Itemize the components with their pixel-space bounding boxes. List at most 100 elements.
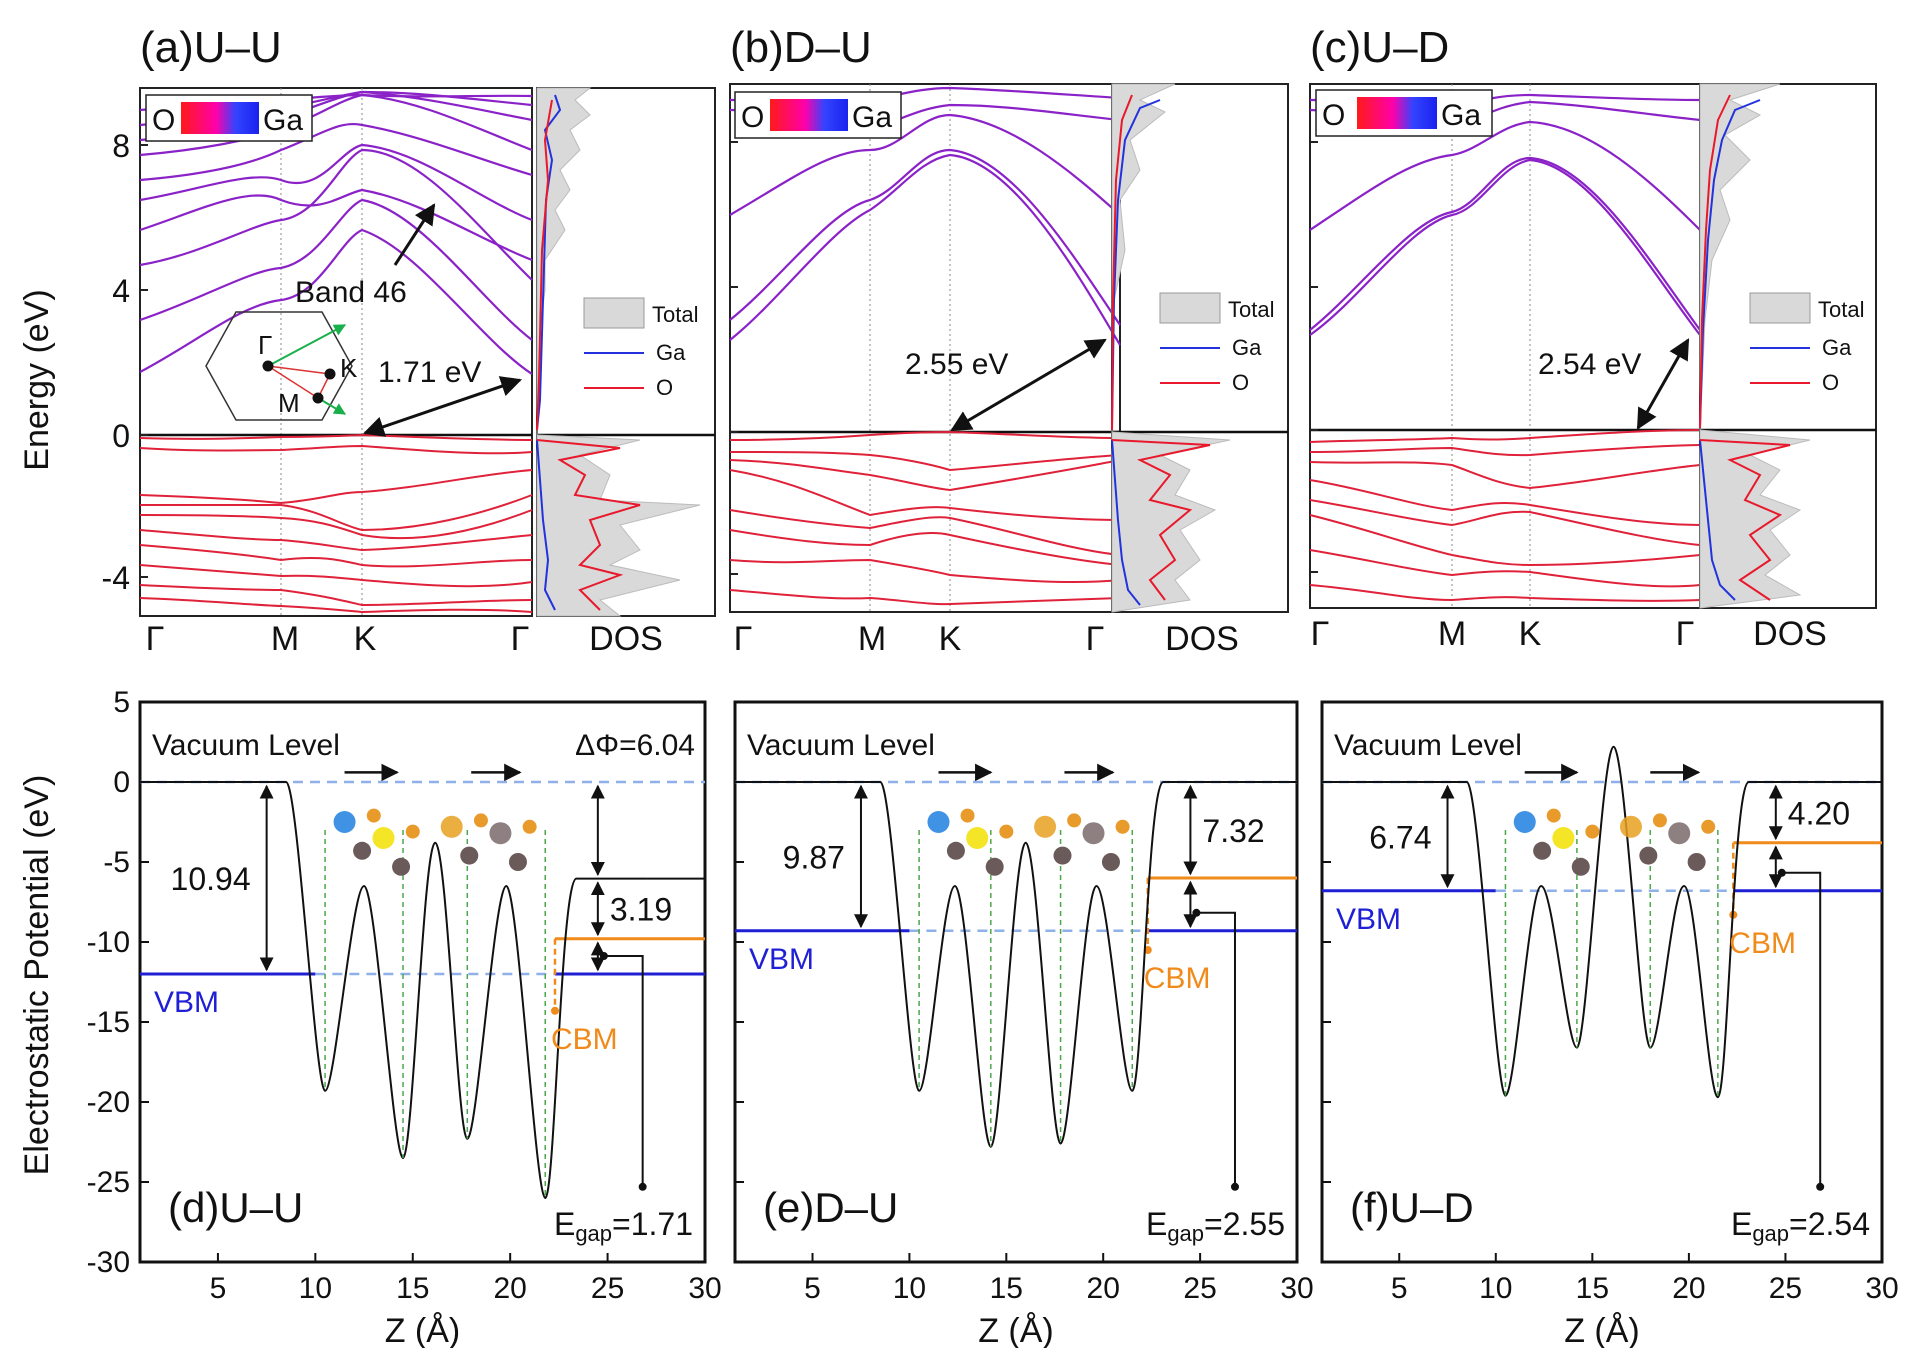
xtick-label-f: 25 (1769, 1272, 1802, 1305)
vacuum-label-e: Vacuum Level (747, 729, 935, 762)
vacuum-label-f: Vacuum Level (1334, 729, 1522, 762)
atom-d (333, 811, 356, 833)
cbm-label-f: CBM (1729, 927, 1796, 960)
k-c-2: K (1519, 615, 1542, 653)
xtick-label-d: 20 (493, 1272, 526, 1305)
k-a-1: M (271, 620, 299, 658)
xtick-label-e: 30 (1280, 1272, 1313, 1305)
egap-dot-top-e (1192, 908, 1201, 917)
k-a-0: Γ (146, 620, 165, 658)
xtick-label-e: 10 (893, 1272, 926, 1305)
dos-c: Total Ga O DOS (1699, 83, 1877, 653)
xtick-label-f: 30 (1865, 1272, 1898, 1305)
ytick-a-8: 8 (112, 128, 130, 164)
atom-f (1687, 853, 1706, 871)
right-label-top-f: 4.20 (1788, 795, 1850, 831)
band-frame-a (139, 87, 533, 617)
k-c-3: Γ (1676, 615, 1695, 653)
vbm-label-d: VBM (154, 986, 219, 1019)
vbm-label-f: VBM (1336, 903, 1401, 936)
gap-label-c: 2.54 eV (1538, 348, 1641, 381)
atom-e (1101, 853, 1120, 871)
atom-d (392, 857, 411, 876)
egap-dot-top-f (1777, 868, 1786, 877)
left-gap-label-e: 9.87 (783, 839, 845, 875)
colorbar-o-label: O (152, 104, 175, 137)
egap-label-d: Egap=1.71 (554, 1206, 693, 1246)
ytick-label-d: 5 (113, 686, 130, 719)
atom-f (1585, 824, 1600, 839)
xlabel-d: Z (Å) (385, 1312, 461, 1348)
band46-label: Band 46 (295, 276, 407, 309)
egap-dot-bottom-e (1230, 1182, 1239, 1191)
egap-label-e: Egap=2.55 (1146, 1206, 1285, 1246)
xtick-label-d: 10 (299, 1272, 332, 1305)
atom-f (1533, 841, 1552, 860)
egap-leader-e (1196, 911, 1236, 1187)
egap-dot-bottom-f (1816, 1182, 1825, 1191)
xtick-label-d: 30 (688, 1272, 721, 1305)
yticks-a: -4 0 4 8 (102, 128, 148, 596)
atom-d (366, 808, 381, 823)
ytick-label-d: -10 (87, 926, 130, 959)
atom-f (1546, 808, 1561, 823)
legend-o-a: O (656, 375, 673, 400)
xtick-label-e: 25 (1183, 1272, 1216, 1305)
atom-e (946, 841, 965, 860)
potential-panel-d: 5 10 15 20 25 30 5 0 -5 -10 -15 -20 -25 -30 Z (Å) Vacuu… (87, 686, 722, 1348)
atom-e (966, 827, 989, 849)
xtick-label-f: 5 (1391, 1272, 1408, 1305)
colorbar-ga-label: Ga (263, 104, 303, 137)
xtick-label-f: 20 (1672, 1272, 1705, 1305)
potential-curve-f (1322, 745, 1882, 1099)
k-b-3: Γ (1086, 620, 1105, 658)
atom-e (1115, 819, 1130, 834)
cbm-label-d: CBM (551, 1023, 618, 1056)
title-e: (e)D–U (763, 1184, 898, 1231)
ytick-label-d: -15 (87, 1006, 130, 1039)
legend-ga-b: Ga (1232, 335, 1262, 360)
yticks-b (730, 141, 738, 575)
dos-b: Total Ga O DOS (1111, 83, 1289, 658)
colorbar-o-label-b: O (741, 101, 764, 134)
colorbar-c: O Ga (1315, 89, 1493, 137)
vacuum-label-d: Vacuum Level (152, 729, 340, 762)
egap-dot-bottom-d (638, 1182, 647, 1191)
ytick-label-d: -25 (87, 1166, 130, 1199)
colorbar-ga-label-b: Ga (852, 101, 892, 134)
atom-d (460, 846, 479, 865)
xtick-label-d: 15 (396, 1272, 429, 1305)
legend-total-a: Total (652, 302, 698, 327)
atom-f (1668, 822, 1691, 845)
xlabel-e: Z (Å) (978, 1312, 1054, 1348)
xtick-label-d: 25 (591, 1272, 624, 1305)
atom-d (489, 822, 512, 845)
k-a-3: Γ (511, 620, 530, 658)
atom-d (473, 813, 488, 828)
atom-e (1082, 822, 1105, 845)
egap-leader-d (603, 955, 644, 1187)
k-b-2: K (939, 620, 962, 658)
atom-f (1571, 857, 1590, 876)
atom-d (405, 824, 420, 839)
gap-arrow-b (950, 338, 1107, 432)
bz-gamma-label: Γ (258, 330, 272, 360)
k-b-1: M (858, 620, 886, 658)
legend-ga-c: Ga (1822, 335, 1852, 360)
colorbar-a: O Ga (145, 94, 313, 142)
dos-label-c: DOS (1753, 615, 1827, 653)
atom-f (1552, 827, 1575, 849)
potential-panel-e: 5 10 15 20 25 30 Z (Å) Vacuum Level VBM CBM 9.87 7.… (733, 700, 1314, 1348)
atom-e (985, 857, 1004, 876)
atom-d (353, 841, 372, 860)
legend-total-b: Total (1228, 297, 1274, 322)
xtick-label-f: 15 (1576, 1272, 1609, 1305)
dos-label-a: DOS (589, 620, 663, 658)
frame-f (1320, 700, 1884, 1264)
frame-e (733, 700, 1299, 1264)
atom-e (1067, 813, 1082, 828)
atom-f (1652, 813, 1667, 828)
y-label-energy: Energy (eV) (18, 289, 56, 470)
xtick-label-e: 15 (990, 1272, 1023, 1305)
val-bands-c (1309, 429, 1701, 602)
